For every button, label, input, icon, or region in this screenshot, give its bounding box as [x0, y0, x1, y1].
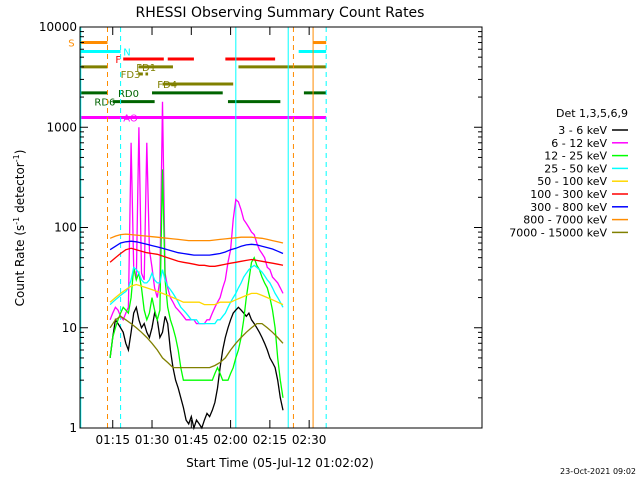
x-axis: 01:15 01:30 01:45 02:00 02:15 02:30: [95, 27, 326, 447]
flag-bar-label: F: [115, 55, 121, 66]
legend-title: Det 1,3,5,6,9: [556, 107, 628, 120]
legend-label: 100 - 300 keV: [530, 188, 607, 201]
series-line: [109, 240, 284, 256]
x-axis-label: Start Time (05-Jul-12 01:02:02): [186, 456, 374, 470]
flag-bar-label: N: [123, 47, 130, 58]
flag-bar-label: FD1: [136, 63, 156, 74]
series-line: [109, 169, 284, 398]
y-tick-label: 1000: [46, 120, 77, 134]
flag-bar-label: FD3: [121, 70, 141, 81]
y-tick-label: 10: [62, 321, 77, 335]
series-line: [109, 283, 284, 306]
flag-bar-label: FD4: [157, 80, 177, 91]
y-tick-label: 10000: [39, 20, 77, 34]
legend-label: 25 - 50 keV: [544, 162, 607, 175]
flag-bar-label: RD6: [94, 98, 115, 109]
x-tick-label: 01:15: [95, 433, 130, 447]
legend-label: 3 - 6 keV: [558, 124, 607, 137]
chart-title: RHESSI Observing Summary Count Rates: [136, 5, 425, 21]
y-tick-label: 1: [69, 421, 77, 435]
legend-label: 6 - 12 keV: [551, 137, 607, 150]
legend-label: 800 - 7000 keV: [523, 214, 607, 227]
series-lines: [109, 101, 284, 431]
series-line: [109, 315, 284, 369]
series-line: [109, 305, 284, 431]
x-tick-label: 02:15: [253, 433, 288, 447]
timestamp: 23-Oct-2021 09:02: [560, 467, 636, 476]
x-tick-label: 02:00: [213, 433, 248, 447]
x-tick-label: 01:30: [135, 433, 170, 447]
legend-label: 12 - 25 keV: [544, 150, 607, 163]
y-axis: 1 10 100 1000 10000: [39, 20, 482, 435]
series-line: [109, 264, 284, 325]
series-line: [109, 247, 284, 267]
legend-label: 7000 - 15000 keV: [509, 226, 607, 239]
flag-bar-label: AO: [123, 114, 138, 125]
series-line: [109, 101, 284, 325]
flag-bar-label: S: [68, 39, 74, 50]
legend-label: 300 - 800 keV: [530, 201, 607, 214]
y-axis-label: Count Rate (s-1 detector-1): [12, 150, 27, 307]
y-tick-label: 100: [54, 221, 77, 235]
x-tick-label: 02:30: [292, 433, 327, 447]
x-tick-label: 01:45: [174, 433, 209, 447]
flag-bar-label: RD0: [118, 89, 139, 100]
legend-label: 50 - 100 keV: [537, 175, 607, 188]
series-line: [109, 233, 284, 244]
